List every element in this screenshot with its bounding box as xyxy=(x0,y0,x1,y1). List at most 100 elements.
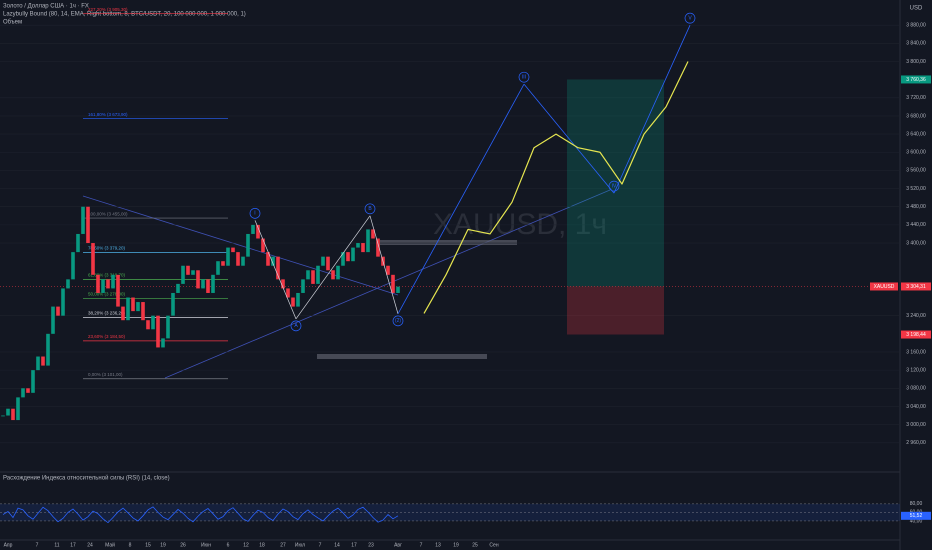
x-tick-label: Июн xyxy=(201,542,211,548)
currency[interactable]: USD xyxy=(910,6,923,12)
candle xyxy=(146,320,150,330)
indicator-legend: Lazybully Bound (80, 14, EMA, Right bott… xyxy=(3,12,246,18)
x-tick-label: Апр xyxy=(4,542,13,548)
x-tick-label: 12 xyxy=(243,542,249,548)
x-tick-label: 7 xyxy=(36,542,39,548)
candle xyxy=(361,243,365,253)
y-tick-label: 3 040,00 xyxy=(906,404,926,410)
x-tick-label: 27 xyxy=(280,542,286,548)
wave-line xyxy=(613,24,691,194)
y-tick-label: 3 640,00 xyxy=(906,131,926,137)
candle xyxy=(66,279,70,289)
candle xyxy=(386,265,390,275)
candle xyxy=(291,297,295,307)
x-tick-label: 14 xyxy=(334,542,340,548)
y-tick-label: 3 120,00 xyxy=(906,367,926,373)
candle xyxy=(61,288,65,316)
candle xyxy=(306,270,310,280)
y-tick-label: 3 600,00 xyxy=(906,150,926,156)
wave-label: IV xyxy=(612,183,617,189)
candle xyxy=(131,297,135,312)
candle xyxy=(156,315,160,348)
rsi-value-tag xyxy=(901,511,931,520)
watermark: XAUUSD, 1ч xyxy=(433,208,607,241)
candle xyxy=(311,270,315,284)
symbol-legend: Золото / Доллар США · 1ч · FX xyxy=(3,4,89,10)
candle xyxy=(196,270,200,289)
candle xyxy=(91,243,95,275)
candle xyxy=(326,256,330,271)
fib-label: 161,80% (3 673,90) xyxy=(88,112,128,117)
candle xyxy=(296,292,300,307)
candle xyxy=(241,256,245,266)
candle xyxy=(26,388,30,393)
x-tick-label: 24 xyxy=(87,542,93,548)
x-tick-label: 23 xyxy=(368,542,374,548)
candle xyxy=(286,288,290,298)
price-tag xyxy=(901,330,931,339)
x-tick-label: 19 xyxy=(160,542,166,548)
trend-line xyxy=(164,189,611,379)
x-tick-label: 15 xyxy=(145,542,151,548)
rsi-tick-label: 80,00 xyxy=(910,501,923,507)
candle xyxy=(111,274,115,289)
candle xyxy=(36,356,40,371)
candle xyxy=(1,415,5,417)
candle xyxy=(81,206,85,234)
candle xyxy=(316,265,320,284)
candle xyxy=(126,297,130,321)
candle xyxy=(251,224,255,234)
y-tick-label: 3 560,00 xyxy=(906,168,926,174)
candle xyxy=(101,279,105,293)
y-tick-label: 3 680,00 xyxy=(906,113,926,119)
x-tick-label: 25 xyxy=(472,542,478,548)
x-tick-label: 8 xyxy=(129,542,132,548)
volume-legend: Объем xyxy=(3,20,22,26)
fib-label: 0,00% (3 101,00) xyxy=(88,372,123,377)
price-tag xyxy=(901,75,931,84)
x-tick-label: 26 xyxy=(180,542,186,548)
candle xyxy=(321,256,325,266)
candle xyxy=(261,238,265,253)
candle xyxy=(226,247,230,266)
rsi-value-label: 51,52 xyxy=(910,513,923,519)
wave-line xyxy=(295,215,371,320)
candle xyxy=(76,233,80,253)
wave-line xyxy=(254,220,297,319)
wave-marker xyxy=(518,71,530,83)
projection-line xyxy=(423,61,689,314)
candle xyxy=(271,256,275,266)
y-tick-label: 3 160,00 xyxy=(906,349,926,355)
x-tick-label: Июл xyxy=(295,542,305,548)
target-zone xyxy=(567,79,664,287)
wave-line xyxy=(397,83,525,315)
candle xyxy=(161,338,165,348)
candle xyxy=(16,397,20,421)
wave-label: A xyxy=(294,323,298,329)
fib-label: 50,00% (3 278,00) xyxy=(88,292,126,297)
x-tick-label: 17 xyxy=(70,542,76,548)
candle xyxy=(396,286,400,293)
candle xyxy=(231,247,235,253)
candle xyxy=(51,306,55,334)
y-tick-label: 3 840,00 xyxy=(906,41,926,47)
y-tick-label: 3 400,00 xyxy=(906,240,926,246)
wave-line xyxy=(523,83,615,194)
candle xyxy=(211,274,215,293)
symbol-tag-label: XAUUSD xyxy=(874,284,895,290)
fib-label: 227,20% (3 905,30) xyxy=(88,7,128,12)
candle xyxy=(141,302,145,321)
x-tick-label: 13 xyxy=(435,542,441,548)
candle xyxy=(341,252,345,266)
gray-zone xyxy=(380,240,517,245)
candle xyxy=(336,265,340,280)
candle xyxy=(136,302,140,312)
candle xyxy=(186,265,190,275)
rsi-line xyxy=(2,506,399,524)
candle xyxy=(86,206,90,244)
x-tick-label: 11 xyxy=(54,542,59,548)
y-tick-label: 3 080,00 xyxy=(906,386,926,392)
candle xyxy=(351,247,355,262)
